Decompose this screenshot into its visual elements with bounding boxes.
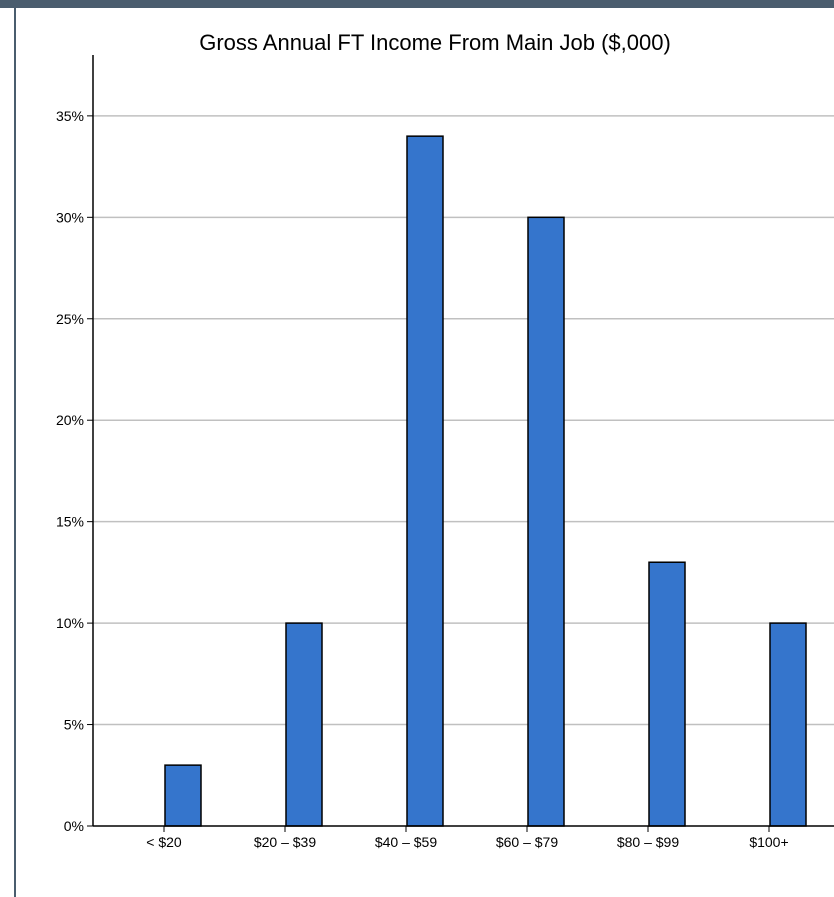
bar xyxy=(648,561,686,827)
x-tick-label: < $20 xyxy=(146,834,182,850)
chart-title: Gross Annual FT Income From Main Job ($,… xyxy=(199,30,671,55)
grid-lines xyxy=(93,115,834,726)
y-axis-ticks: 0% 5% 10% 15% 20% 25% 30% 35% xyxy=(56,108,93,834)
window-top-border xyxy=(0,0,834,8)
x-axis-ticks: < $20 $20 – $39 $40 – $59 $60 – $79 $80 – $9… xyxy=(146,826,789,850)
x-tick-label: $20 – $39 xyxy=(254,834,316,850)
x-tick-label: $100+ xyxy=(749,834,788,850)
bar xyxy=(285,622,323,827)
bar xyxy=(164,764,202,827)
x-tick-label: $40 – $59 xyxy=(375,834,437,850)
window-left-border xyxy=(14,8,16,897)
bars xyxy=(164,135,807,827)
y-tick-label: 5% xyxy=(64,717,84,733)
bar xyxy=(527,216,565,827)
y-tick-label: 30% xyxy=(56,209,84,225)
y-tick-label: 20% xyxy=(56,412,84,428)
bar xyxy=(406,135,444,827)
y-tick-label: 35% xyxy=(56,108,84,124)
y-tick-label: 0% xyxy=(64,818,84,834)
y-tick-label: 10% xyxy=(56,615,84,631)
x-tick-label: $60 – $79 xyxy=(496,834,558,850)
y-tick-label: 15% xyxy=(56,514,84,530)
x-tick-label: $80 – $99 xyxy=(617,834,679,850)
y-tick-label: 25% xyxy=(56,311,84,327)
bar xyxy=(769,622,807,827)
